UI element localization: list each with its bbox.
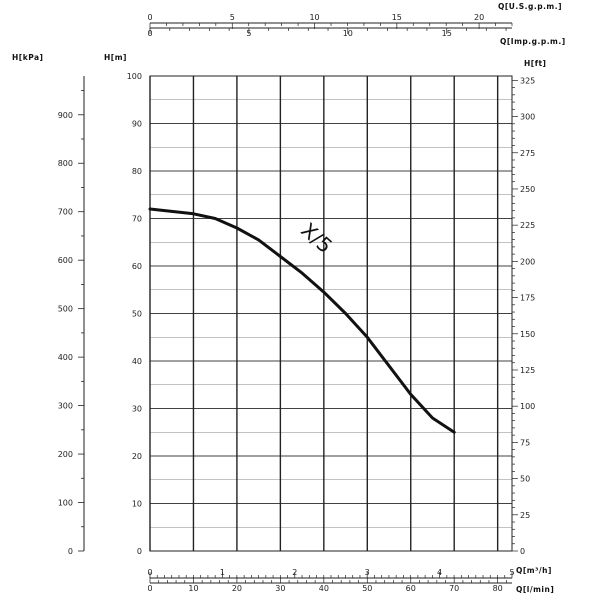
tick-label-flow-usgpm: 0 [147, 13, 152, 22]
tick-label-head-ft: 300 [520, 113, 535, 122]
tick-label-head-ft: 50 [520, 475, 530, 484]
tick-label-flow-m3h: 2 [292, 568, 297, 577]
tick-label-flow-m3h: 3 [365, 568, 370, 577]
tick-label-flow-lmin: 80 [493, 584, 503, 593]
tick-label-head-m: 60 [132, 262, 142, 271]
tick-label-head-m: 20 [132, 452, 142, 461]
tick-label-flow-impgpm: 15 [442, 29, 452, 38]
tick-label-head-kpa: 400 [58, 353, 73, 362]
tick-label-head-m: 50 [132, 310, 142, 319]
tick-label-flow-m3h: 0 [147, 568, 152, 577]
tick-label-head-ft: 175 [520, 294, 535, 303]
tick-label-flow-lmin: 50 [362, 584, 372, 593]
grid [149, 75, 513, 552]
tick-label-flow-lmin: 40 [319, 584, 329, 593]
series-line [148, 207, 456, 434]
tick-label-head-ft: 75 [520, 438, 530, 447]
tick-label-head-kpa: 500 [58, 305, 73, 314]
tick-label-flow-lmin: 10 [188, 584, 198, 593]
tick-label-flow-impgpm: 5 [246, 29, 251, 38]
tick-label-flow-usgpm: 5 [230, 13, 235, 22]
axis-title-head-kpa: H[kPa] [12, 53, 43, 62]
tick-label-head-ft: 0 [520, 547, 525, 556]
axis-title-head-ft: H[ft] [524, 59, 546, 68]
tick-label-head-kpa: 100 [58, 499, 73, 508]
tick-label-head-kpa: 600 [58, 256, 73, 265]
tick-label-head-ft: 200 [520, 257, 535, 266]
tick-label-flow-m3h: 5 [509, 568, 514, 577]
tick-label-head-m: 100 [127, 72, 142, 81]
tick-label-head-m: 90 [132, 120, 142, 129]
tick-label-head-m: 40 [132, 357, 142, 366]
tick-label-head-kpa: 800 [58, 159, 73, 168]
axis-title-flow-lmin: Q[l/min] [516, 585, 554, 594]
tick-label-flow-lmin: 20 [232, 584, 242, 593]
tick-label-flow-impgpm: 10 [343, 29, 353, 38]
tick-label-head-ft: 25 [520, 511, 530, 520]
tick-label-flow-impgpm: 0 [147, 29, 152, 38]
axis-title-flow-impgpm: Q[Imp.g.p.m.] [500, 37, 566, 46]
tick-label-head-ft: 250 [520, 185, 535, 194]
tick-label-head-m: 10 [132, 500, 142, 509]
tick-label-head-ft: 325 [520, 76, 535, 85]
tick-label-flow-lmin: 70 [449, 584, 459, 593]
tick-label-flow-lmin: 30 [275, 584, 285, 593]
tick-label-head-ft: 125 [520, 366, 535, 375]
tick-label-flow-usgpm: 10 [309, 13, 319, 22]
tick-label-head-m: 30 [132, 405, 142, 414]
tick-label-flow-m3h: 1 [220, 568, 225, 577]
tick-label-flow-lmin: 60 [406, 584, 416, 593]
tick-label-flow-m3h: 4 [437, 568, 442, 577]
tick-label-head-kpa: 300 [58, 402, 73, 411]
tick-label-head-m: 80 [132, 167, 142, 176]
tick-label-head-kpa: 900 [58, 111, 73, 120]
tick-label-head-ft: 275 [520, 149, 535, 158]
tick-label-head-kpa: 700 [58, 208, 73, 217]
series-label: X/5 [296, 218, 337, 258]
tick-label-head-ft: 100 [520, 402, 535, 411]
axis-title-flow-usgpm: Q[U.S.g.p.m.] [498, 2, 562, 11]
axis-title-flow-m3h: Q[m³/h] [516, 566, 552, 575]
tick-label-head-ft: 225 [520, 221, 535, 230]
tick-label-flow-usgpm: 15 [392, 13, 402, 22]
tick-label-head-m: 0 [137, 547, 142, 556]
tick-labels: 0102030405060708090100010020030040050060… [58, 13, 536, 593]
tick-label-head-kpa: 0 [68, 547, 73, 556]
tick-label-flow-usgpm: 20 [474, 13, 484, 22]
axes [78, 22, 518, 584]
tick-label-flow-lmin: 0 [147, 584, 152, 593]
axis-labels: H[kPa] H[m] H[ft] Q[m³/h] Q[l/min] Q[U.S.g.p.… [12, 2, 566, 594]
axis-title-head-m: H[m] [104, 53, 127, 62]
tick-label-head-kpa: 200 [58, 450, 73, 459]
tick-label-head-ft: 150 [520, 330, 535, 339]
tick-label-head-m: 70 [132, 215, 142, 224]
